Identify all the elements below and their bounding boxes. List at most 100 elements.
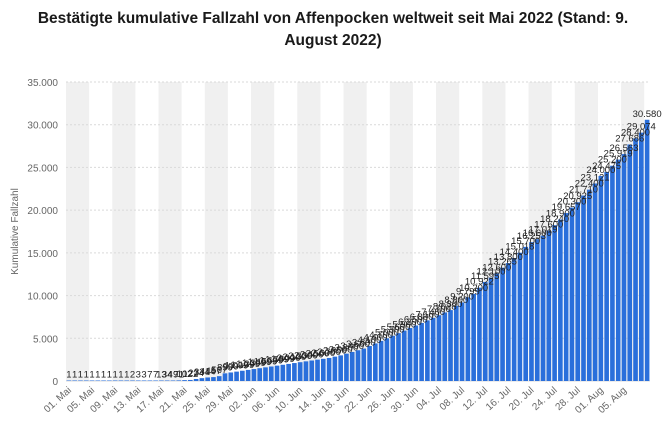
data-label: 7 (147, 370, 152, 381)
data-label: 27.686 (615, 133, 644, 144)
data-label: 13 (156, 370, 167, 381)
data-label: 1.199 (230, 360, 254, 371)
data-label: 1 (113, 370, 118, 381)
data-label: 34 (162, 370, 173, 381)
bar (384, 338, 390, 381)
bar (453, 305, 459, 381)
data-label: 9.799 (456, 286, 480, 297)
bar (66, 380, 72, 381)
bar (488, 277, 494, 381)
bar (598, 175, 604, 381)
data-label: 1.899 (271, 354, 295, 365)
data-label: 1 (89, 370, 94, 381)
bar (182, 380, 187, 381)
bar (234, 371, 239, 381)
bar (506, 263, 511, 381)
data-label: 2.000 (277, 353, 301, 364)
y-tick-label: 0 (52, 377, 58, 388)
bar (575, 202, 581, 381)
bar (332, 356, 338, 381)
data-label: 7.700 (427, 304, 451, 315)
bar (552, 225, 557, 381)
background-band (436, 82, 460, 381)
data-label: 1 (66, 370, 71, 381)
background-band (389, 82, 413, 381)
data-label: 71 (173, 369, 184, 380)
bar (430, 317, 436, 381)
bar (344, 353, 349, 381)
x-tick-label: 16. Jul (484, 385, 513, 413)
data-label: 102 (177, 369, 193, 380)
bar (188, 379, 193, 381)
data-label: 234 (188, 368, 204, 379)
bar (78, 380, 83, 381)
data-label: 25.200 (598, 155, 627, 166)
data-label: 1 (124, 370, 129, 381)
bar-series (66, 119, 650, 381)
background-band (204, 82, 228, 381)
bar (228, 372, 234, 381)
bar (592, 183, 598, 381)
data-label: 5.900 (392, 320, 416, 331)
data-label: 8.800 (444, 295, 468, 306)
bar (644, 119, 650, 381)
bar (500, 267, 505, 381)
bar (193, 379, 199, 381)
data-labels: 1 1 1 1 1 1 1 1 1 1 1 2 3 3 7 7133449711021222343344144… (66, 109, 661, 381)
data-label: 1 (78, 370, 83, 381)
data-label: 6.200 (398, 317, 422, 328)
bar (170, 380, 176, 381)
data-label: 10.922 (465, 277, 494, 288)
data-label: 5.600 (387, 322, 411, 333)
data-label: 999 (223, 361, 239, 372)
bar (280, 364, 286, 381)
background-band (343, 82, 367, 381)
bar (83, 380, 89, 381)
data-label: 3.400 (340, 341, 364, 352)
data-label: 1.599 (254, 356, 278, 367)
background-band (297, 82, 321, 381)
bar (459, 302, 465, 381)
bar (523, 246, 528, 381)
bar (199, 378, 205, 381)
bar (621, 154, 627, 381)
bar (326, 357, 332, 381)
data-label: 17.600 (534, 220, 563, 231)
bar (222, 373, 228, 381)
bar (176, 380, 182, 381)
bar (639, 132, 644, 381)
bar (112, 380, 118, 381)
bar (257, 368, 263, 381)
data-label: 1.499 (248, 357, 272, 368)
y-axis-label: Kumulative Fallzahl (10, 188, 21, 275)
bar (286, 363, 291, 381)
bar (216, 376, 222, 381)
bar (546, 230, 552, 381)
bar (586, 189, 592, 381)
data-label: 1.299 (236, 359, 260, 370)
bar (465, 297, 471, 381)
background-band (158, 82, 182, 381)
data-label: 334 (194, 367, 210, 378)
data-label: 15.018 (505, 242, 534, 253)
bar (563, 213, 569, 381)
data-label: 8.300 (439, 299, 463, 310)
bar (89, 380, 95, 381)
bar (263, 367, 268, 381)
bar (297, 362, 303, 381)
data-label: 7.400 (421, 307, 445, 318)
data-label: 3 (136, 370, 141, 381)
bar (477, 287, 482, 381)
bar (205, 377, 210, 381)
data-label: 1 (84, 370, 89, 381)
bar (425, 320, 430, 381)
bar (494, 273, 500, 381)
bar (309, 360, 315, 381)
bar (315, 359, 320, 381)
bar (558, 219, 563, 381)
data-label: 28.400 (621, 127, 650, 138)
data-label: 1 (101, 370, 106, 381)
data-label: 457 (206, 366, 222, 377)
gridlines (66, 81, 650, 382)
bar (101, 380, 106, 381)
